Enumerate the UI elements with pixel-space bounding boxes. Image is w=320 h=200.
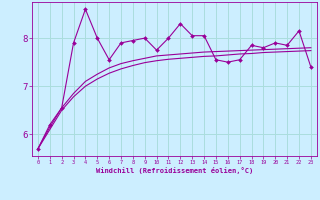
X-axis label: Windchill (Refroidissement éolien,°C): Windchill (Refroidissement éolien,°C) xyxy=(96,167,253,174)
